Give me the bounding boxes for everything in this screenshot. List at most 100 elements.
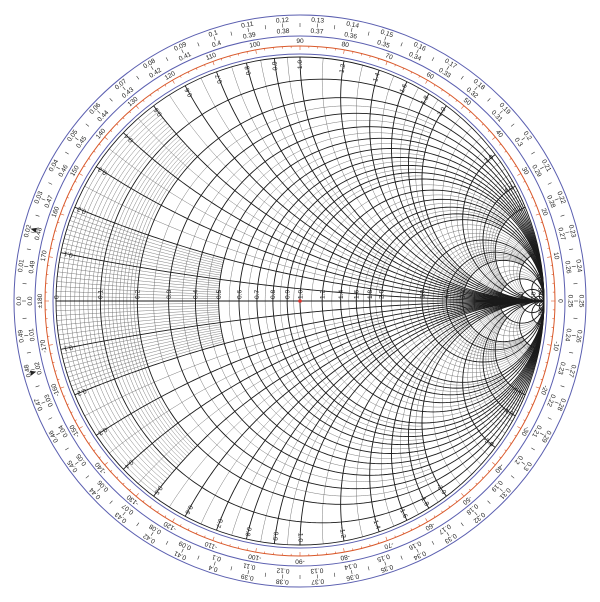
- resistance-label: 20: [518, 291, 525, 299]
- scale-tick: [384, 561, 387, 566]
- scale-tick: [441, 89, 443, 92]
- wavelength-load-label: 0.35: [376, 39, 391, 50]
- scale-tick: [24, 335, 29, 337]
- scale-tick: [229, 544, 231, 547]
- scale-tick: [504, 449, 507, 452]
- angle-label: 150: [69, 164, 81, 177]
- reactance-arc-major-positive: [462, 154, 544, 302]
- scale-tick: [57, 378, 60, 381]
- scale-tick: [475, 117, 478, 120]
- wavelength-load-label: 0.3: [513, 137, 524, 149]
- wavelength-load-label: 0.47: [44, 194, 55, 209]
- scale-tick: [30, 231, 35, 234]
- angle-label: -150: [69, 423, 82, 438]
- scale-tick: [57, 221, 60, 224]
- wavelength-load-label: 0.23: [556, 361, 566, 375]
- scale-tick: [460, 75, 464, 80]
- scale-tick: [402, 532, 404, 535]
- scale-tick: [172, 518, 175, 522]
- reactance-arc-major-negative: [407, 300, 544, 509]
- angle-label: 140: [95, 127, 108, 140]
- wavelength-load-label: 0.08: [148, 522, 163, 535]
- scale-tick: [65, 447, 69, 451]
- scale-tick: [469, 111, 471, 114]
- reactance-label-positive: 1.2: [339, 63, 348, 74]
- scale-tick: [527, 188, 530, 191]
- wavelength-generator-label: 0.41: [173, 549, 188, 561]
- wavelength-load-label: 0.04: [57, 423, 69, 438]
- resistance-label: 0.3: [166, 290, 173, 299]
- reactance-label-positive: 10: [528, 250, 537, 258]
- scale-tick: [534, 395, 537, 397]
- reactance-label-negative: -0.9: [271, 529, 279, 541]
- scale-tick: [129, 111, 131, 114]
- scale-tick: [514, 165, 517, 168]
- reactance-arc-negative: [400, 322, 469, 515]
- scale-tick: [499, 456, 502, 459]
- reactance-arc-negative: [415, 324, 471, 503]
- scale-tick: [122, 86, 126, 91]
- wavelength-generator-label: 0.16: [412, 41, 427, 53]
- wavelength-generator-label: 0.36: [345, 572, 359, 581]
- scale-tick: [255, 49, 257, 54]
- reactance-label-positive: 1.0: [297, 60, 304, 69]
- wavelength-load-label: 0.01: [28, 328, 37, 342]
- scale-tick: [74, 181, 77, 183]
- wavelength-load-label: 0.09: [178, 539, 193, 551]
- scale-tick: [54, 370, 57, 372]
- scale-tick: [48, 417, 53, 420]
- scale-tick: [410, 71, 413, 74]
- scale-tick: [150, 66, 154, 70]
- scale-tick: [26, 352, 31, 354]
- scale-tick: [474, 511, 478, 516]
- scale-tick: [65, 151, 69, 155]
- scale-tick: [517, 426, 521, 429]
- scale-tick: [116, 476, 119, 479]
- wavelength-load-label: 0.39: [242, 31, 256, 40]
- angle-label: 60: [425, 71, 435, 81]
- wavelength-generator-label: 0.04: [48, 158, 60, 173]
- angle-label: 110: [205, 52, 218, 62]
- angle-label: 80: [341, 41, 350, 49]
- scale-tick: [492, 462, 496, 466]
- reactance-label-negative: -0.7: [214, 515, 225, 528]
- reactance-arc-major-positive: [391, 81, 544, 302]
- reactance-label-negative: -1.6: [397, 506, 408, 520]
- scale-tick: [63, 205, 66, 207]
- scale-tick: [547, 417, 552, 420]
- wavelength-generator-label: 0.13: [311, 17, 325, 25]
- scale-tick: [26, 248, 31, 250]
- angle-label: 10: [552, 252, 560, 261]
- scale-tick: [180, 75, 182, 78]
- scale-tick: [197, 555, 200, 560]
- scale-tick: [164, 84, 167, 87]
- resistance-label: 1.8: [367, 290, 374, 299]
- scale-tick: [448, 94, 451, 97]
- scale-tick: [416, 49, 419, 54]
- scale-tick: [70, 411, 73, 414]
- angle-label: -50: [461, 494, 473, 506]
- wavelength-generator-label: 0.48: [23, 363, 33, 377]
- scale-tick: [66, 197, 69, 199]
- scale-tick: [400, 42, 403, 47]
- scale-tick: [122, 117, 125, 120]
- scale-tick: [499, 110, 503, 114]
- reactance-label-positive: 2.0: [436, 106, 447, 118]
- wavelength-load-label: 0.14: [343, 561, 357, 570]
- wavelength-load-label: 0.0: [27, 296, 34, 305]
- wavelength-load-label: 0.13: [310, 566, 324, 574]
- wavelength-generator-label: 0.01: [17, 259, 26, 273]
- reactance-label-positive: 0.1: [63, 250, 74, 259]
- angle-label: 130: [127, 96, 140, 109]
- scale-tick: [425, 80, 428, 84]
- scale-tick: [104, 462, 108, 466]
- scale-tick: [510, 475, 515, 479]
- scale-tick: [531, 403, 534, 405]
- scale-tick: [212, 536, 215, 541]
- scale-tick: [475, 482, 478, 485]
- scale-tick: [97, 488, 101, 492]
- scale-tick: [487, 470, 490, 472]
- scale-tick: [213, 36, 216, 41]
- scale-tick: [83, 434, 86, 437]
